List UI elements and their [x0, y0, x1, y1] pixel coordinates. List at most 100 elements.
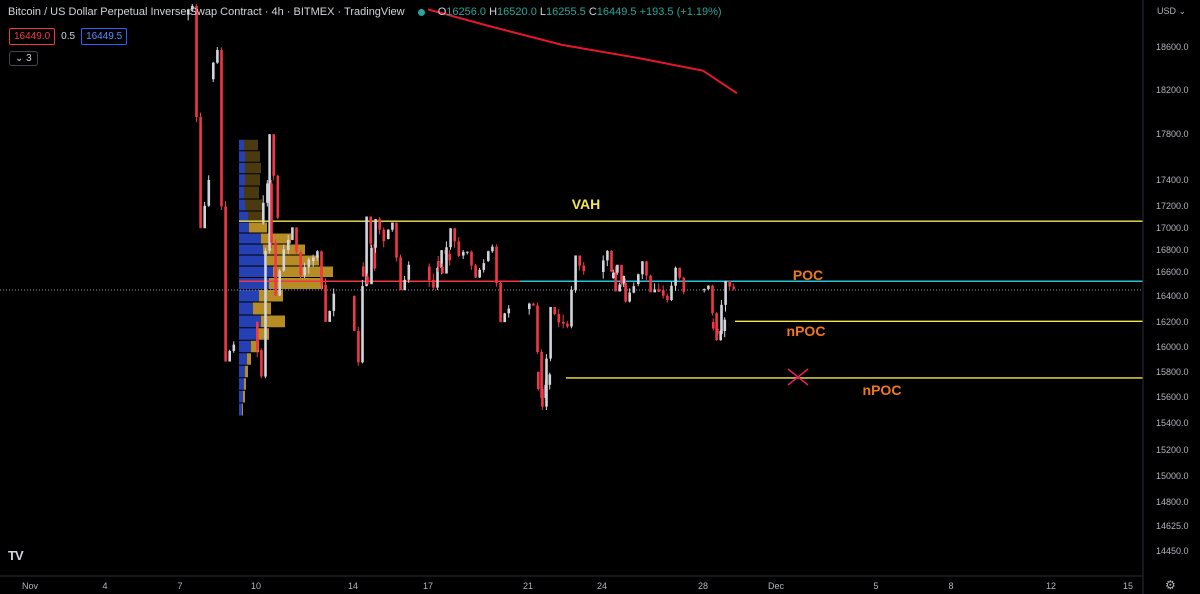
- volume-profile-buy-bar: [239, 266, 273, 277]
- candle-body: [712, 322, 715, 329]
- price-tick-label: 17400.0: [1156, 175, 1189, 185]
- candle-body: [220, 49, 223, 207]
- price-axis[interactable]: USD ⌄ 18600.0 18200.0 17800.0 17400.0 17200.0…: [1142, 0, 1200, 594]
- candle-body: [557, 314, 561, 323]
- volume-profile-buy-bar: [239, 328, 257, 340]
- chevron-down-icon: ⌄: [15, 53, 24, 64]
- candle-body: [232, 344, 236, 351]
- volume-profile-sell-bar: [251, 340, 259, 353]
- price-tick-label: 16800.0: [1156, 245, 1189, 255]
- candle-body: [470, 251, 473, 266]
- candle-body: [711, 285, 714, 314]
- volume-profile-buy-bar: [239, 302, 253, 315]
- candle-body: [499, 282, 502, 323]
- buy-button[interactable]: 16449.5: [81, 28, 128, 45]
- spread-value: 0.5: [61, 31, 76, 42]
- candle-body: [612, 272, 615, 278]
- sell-button[interactable]: 16449.0: [9, 28, 56, 45]
- candle-body: [624, 283, 627, 302]
- ohlc-close-key: C: [588, 6, 597, 18]
- candle-body: [616, 264, 619, 273]
- tradingview-logo-icon[interactable]: TV: [8, 548, 24, 563]
- candle-body: [553, 306, 556, 315]
- candle-body: [270, 183, 273, 243]
- candle-body: [403, 279, 406, 291]
- time-tick-label: 5: [873, 581, 878, 591]
- candle-body: [548, 374, 552, 385]
- indicators-collapse-button[interactable]: ⌄ 3: [9, 51, 38, 66]
- ohlc-high-key: H: [489, 6, 498, 18]
- volume-profile-buy-bar: [239, 186, 244, 199]
- time-axis[interactable]: Nov 4 7 10 14 17 21 24 28 Dec 5 8 12 15: [0, 575, 1143, 591]
- candle-body: [610, 250, 613, 272]
- level-label: POC: [793, 267, 823, 283]
- level-label: nPOC: [863, 382, 902, 398]
- candle-body: [662, 290, 665, 296]
- volume-profile-sell-bar: [245, 199, 262, 211]
- volume-profile-sell-bar: [259, 290, 283, 302]
- candle-body: [728, 280, 731, 287]
- bid-ask-panel: 16449.0 0.5 16449.5: [9, 28, 128, 45]
- price-tick-label: 14625.0: [1156, 521, 1189, 531]
- volume-profile-buy-bar: [239, 255, 267, 266]
- candle-body: [195, 5, 198, 118]
- candle-body: [272, 134, 275, 176]
- candle-body: [374, 219, 377, 248]
- volume-profile-sell-bar: [247, 353, 251, 365]
- candle-body: [228, 350, 231, 362]
- time-tick-label: Nov: [22, 581, 39, 591]
- candle-body: [562, 322, 565, 324]
- gear-icon[interactable]: ⚙: [1165, 578, 1176, 592]
- volume-profile-sell-bar: [257, 328, 269, 340]
- volume-profile-sell-bar: [261, 315, 285, 328]
- candle-body: [724, 280, 727, 305]
- candle-body: [274, 242, 277, 296]
- candle-body: [549, 306, 552, 359]
- volume-profile-sell-bar: [244, 186, 259, 199]
- candle-body: [716, 328, 719, 334]
- candle-body: [478, 269, 481, 278]
- candle-body: [653, 289, 656, 293]
- volume-profile-sell-bar: [248, 211, 264, 222]
- price-tick-label: 14450.0: [1156, 546, 1189, 556]
- candle-body: [632, 286, 636, 293]
- candle-body: [666, 295, 669, 300]
- candle-body: [622, 275, 626, 285]
- price-tick-label: 17800.0: [1156, 129, 1189, 139]
- candle-body: [407, 264, 411, 280]
- candle-body: [216, 49, 219, 63]
- candle-body: [353, 296, 356, 331]
- volume-profile-buy-bar: [239, 340, 251, 353]
- candle-body: [540, 352, 543, 398]
- candle-body: [491, 246, 494, 252]
- time-tick-label: 15: [1123, 581, 1133, 591]
- candle-body: [287, 239, 290, 250]
- candle-body: [324, 284, 327, 322]
- volume-profile-buy-bar: [239, 151, 245, 162]
- candle-body: [291, 227, 294, 240]
- candle-body: [199, 117, 202, 229]
- candle-body: [528, 303, 531, 309]
- candle-body: [582, 265, 586, 272]
- candle-body: [719, 331, 722, 341]
- candle-body: [256, 322, 259, 351]
- candle-body: [462, 251, 465, 256]
- candle-body: [320, 251, 323, 285]
- time-tick-label: 4: [102, 581, 107, 591]
- candle-body: [503, 313, 506, 323]
- volume-profile-sell-bar: [245, 151, 260, 162]
- volume-profile-buy-bar: [239, 162, 245, 174]
- candle-body: [365, 216, 368, 287]
- candle-body: [578, 255, 581, 266]
- candle-body: [657, 289, 661, 292]
- candle-body: [436, 267, 439, 288]
- candle-body: [532, 303, 535, 306]
- price-tick-label: 15400.0: [1156, 418, 1189, 428]
- ohlc-open-value: 16256.0: [446, 6, 487, 18]
- volume-profile-buy-bar: [239, 403, 242, 416]
- volume-profile-sell-bar: [242, 403, 243, 416]
- volume-profile-buy-bar: [239, 365, 245, 378]
- moving-average-line: [427, 8, 738, 95]
- volume-profile-sell-bar: [245, 174, 260, 186]
